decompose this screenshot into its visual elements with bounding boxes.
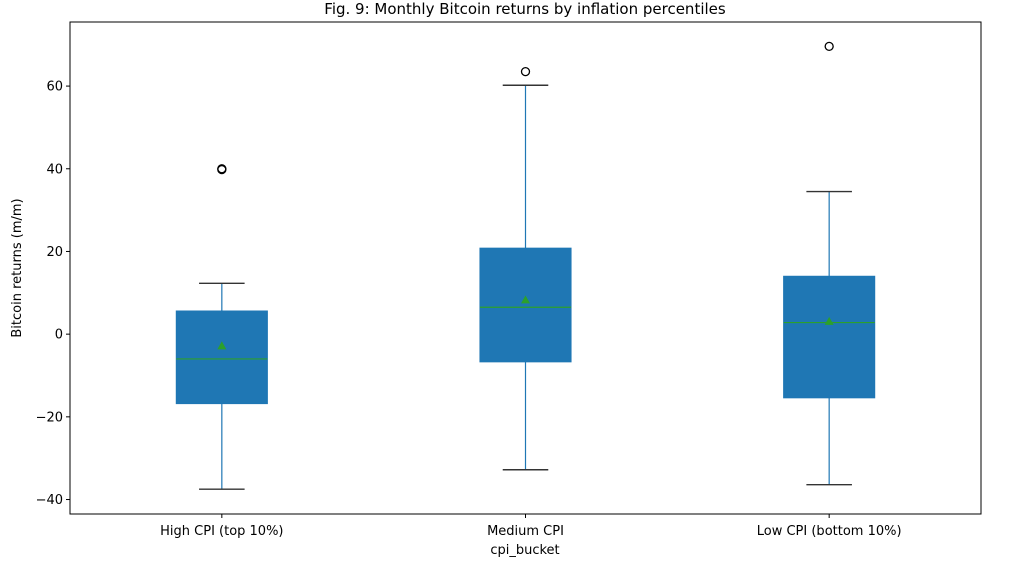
box-body (175, 310, 268, 405)
y-axis-label: Bitcoin returns (m/m) (10, 198, 25, 337)
plot-area-frame (69, 21, 982, 515)
y-tick-label: 60 (46, 80, 63, 95)
outlier-point (824, 41, 834, 52)
box-body (783, 275, 876, 399)
y-tick-label: −20 (36, 410, 63, 425)
box-series (175, 41, 876, 490)
box-3 (783, 41, 876, 486)
x-tick-label: High CPI (top 10%) (160, 524, 283, 539)
y-tick-label: 0 (55, 328, 63, 343)
x-tick-label: Medium CPI (487, 524, 564, 539)
box-2 (479, 66, 572, 471)
x-axis-label: cpi_bucket (490, 543, 559, 558)
y-axis: −40 −20 0 20 40 60 (36, 80, 70, 508)
y-tick-label: 20 (46, 245, 63, 260)
mean-marker (521, 295, 530, 304)
mean-marker (824, 316, 834, 325)
y-tick-label: −40 (36, 493, 63, 508)
box-body (479, 247, 572, 363)
chart-title: Fig. 9: Monthly Bitcoin returns by infla… (324, 0, 726, 18)
mean-marker (217, 341, 227, 350)
x-tick-label: Low CPI (bottom 10%) (757, 524, 902, 539)
y-tick-label: 40 (46, 162, 63, 177)
x-axis: High CPI (top 10%) Medium CPI Low CPI (bot… (160, 514, 902, 539)
box-1 (175, 164, 268, 490)
outlier-point (520, 66, 531, 77)
outlier-point (217, 164, 227, 174)
